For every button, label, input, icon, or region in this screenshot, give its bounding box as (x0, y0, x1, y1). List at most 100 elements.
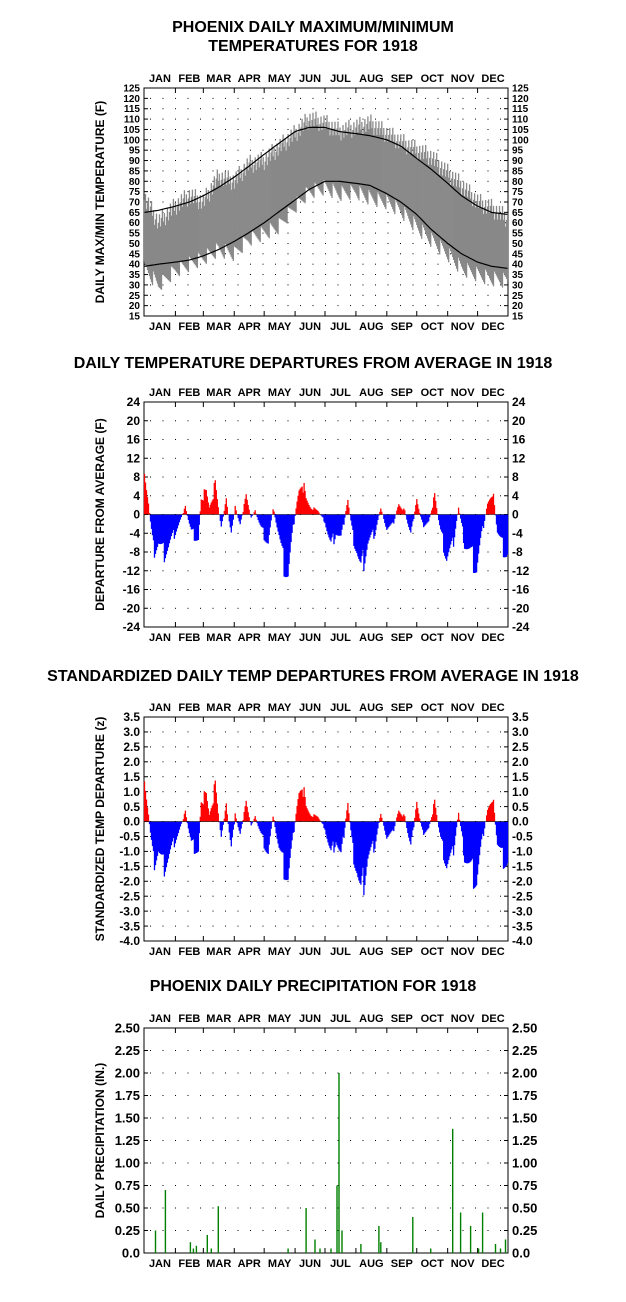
chart1-ytick-label-left: 15 (129, 312, 141, 323)
chart2-ytick-label-right: -20 (512, 601, 530, 615)
chart1-ytick-label-right: 30 (512, 280, 524, 291)
chart1-month-label-bottom: JUL (330, 321, 351, 333)
chart1-ytick-label-right: 65 (512, 208, 524, 219)
chart1-month-label-top: JAN (149, 73, 171, 85)
chart1-month-label-bottom: FEB (178, 321, 200, 333)
chart2-month-label-top: FEB (178, 387, 200, 399)
chart2-ytick-label-left: -20 (123, 601, 141, 615)
chart1-month-label-bottom: NOV (451, 321, 476, 333)
chart3-ytick-label-right: -4.0 (512, 934, 533, 948)
chart1-month-label-top: JUN (299, 73, 321, 85)
chart1-normal-max-line (144, 126, 508, 215)
chart4-month-label-top: JAN (149, 1013, 171, 1025)
chart1-month-label-bottom: MAR (206, 321, 231, 333)
chart2-month-label-top: JUN (299, 387, 321, 399)
chart3-month-label-top: OCT (421, 702, 445, 714)
chart1-ytick-label-right: 35 (512, 270, 524, 281)
chart2-ytick-label-left: 8 (133, 470, 140, 484)
chart3-ytick-label-right: -2.5 (512, 889, 533, 903)
chart4-month-label-bottom: JUN (299, 1258, 321, 1270)
chart2-ytick-label-left: 20 (127, 414, 141, 428)
chart2-month-label-top: JAN (149, 387, 171, 399)
chart2-month-label-top: DEC (481, 387, 504, 399)
chart3-month-label-top: NOV (451, 702, 476, 714)
chart2-ytick-label-right: -24 (512, 620, 530, 634)
chart3-ytick-label-left: -2.0 (119, 874, 140, 888)
chart2-month-label-top: APR (238, 387, 261, 399)
chart2-ytick-label-right: 20 (512, 414, 526, 428)
chart1-ytick-label-right: 125 (512, 84, 529, 95)
chart3-ytick-label-right: 2.0 (512, 755, 529, 769)
chart4-ytick-label-right: 0.50 (512, 1201, 537, 1216)
chart3-ytick-label-right: -3.0 (512, 904, 533, 918)
chart4-month-label-top: JUN (299, 1013, 321, 1025)
chart4-bars (154, 1073, 507, 1253)
chart1-month-label-bottom: JAN (149, 321, 171, 333)
chart4-month-label-bottom: FEB (178, 1258, 200, 1270)
departure-chart: -24 -24 -20 -20 -16 -16 -12 -12 -8 -8 -4 -4 0 0 4 4 8 8 12… (93, 387, 530, 644)
chart3-month-label-top: JAN (149, 702, 171, 714)
chart3-ytick-label-right: 1.0 (512, 785, 529, 799)
chart4-ytick-label-right: 0.25 (512, 1223, 537, 1238)
chart2-month-label-bottom: AUG (359, 632, 383, 644)
chart3-ytick-label-right: 1.5 (512, 770, 529, 784)
chart4-month-label-bottom: DEC (481, 1258, 504, 1270)
chart1-ytick-label-left: 110 (124, 115, 141, 126)
chart1-month-label-bottom: APR (238, 321, 261, 333)
chart3-month-label-bottom: SEP (391, 946, 413, 958)
chart2-ytick-label-left: 4 (133, 489, 140, 503)
chart3-ytick-label-left: -0.5 (119, 830, 140, 844)
chart1-ytick-label-right: 25 (512, 291, 524, 302)
chart1-ytick-label-right: 95 (512, 146, 524, 157)
chart1-month-label-bottom: JUN (299, 321, 321, 333)
chart3-ytick-label-left: 1.5 (123, 770, 140, 784)
chart3-ytick-label-left: 1.0 (123, 785, 140, 799)
chart1-observed-band (143, 111, 509, 290)
chart3-ytick-label-right: 0.0 (512, 815, 529, 829)
chart3-ytick-label-right: -0.5 (512, 830, 533, 844)
chart1-ytick-label-right: 55 (512, 229, 524, 240)
chart4-ytick-label-right: 0.75 (512, 1178, 537, 1193)
chart3-ytick-label-right: 3.5 (512, 710, 529, 724)
chart3-month-label-top: MAR (206, 702, 231, 714)
chart1-ytick-label-left: 115 (124, 104, 141, 115)
chart3-ytick-label-left: 2.0 (123, 755, 140, 769)
chart1-title-line2: TEMPERATURES FOR 1918 (208, 38, 418, 55)
chart1-month-label-bottom: MAY (268, 321, 292, 333)
chart4-ylabel: DAILY PRECIPITATION (IN.) (93, 1063, 107, 1219)
chart1-month-label-bottom: AUG (359, 321, 383, 333)
chart1-month-label-top: SEP (391, 73, 413, 85)
chart4-month-label-bottom: OCT (421, 1258, 445, 1270)
chart3-month-label-top: FEB (178, 702, 200, 714)
chart1-ytick-label-left: 25 (129, 291, 141, 302)
chart2-ytick-label-left: 0 (133, 508, 140, 522)
chart1-ytick-label-right: 120 (512, 94, 529, 105)
chart4-month-label-bottom: APR (238, 1258, 261, 1270)
chart3-ytick-label-right: -3.5 (512, 919, 533, 933)
chart2-ytick-label-left: 12 (127, 451, 141, 465)
chart3-ytick-label-left: -3.0 (119, 904, 140, 918)
chart3-month-label-top: MAY (268, 702, 292, 714)
chart1-month-label-top: OCT (421, 73, 445, 85)
chart2-ytick-label-left: 16 (127, 433, 141, 447)
chart2-month-label-bottom: MAY (268, 632, 292, 644)
chart4-ytick-label-left: 1.25 (115, 1133, 140, 1148)
chart2-ytick-label-left: -16 (123, 583, 141, 597)
chart3-ytick-label-left: 0.5 (123, 800, 140, 814)
chart1-month-label-top: JUL (330, 73, 351, 85)
chart4-ytick-label-left: 0.25 (115, 1223, 140, 1238)
chart2-grid (150, 420, 501, 609)
chart3-ytick-label-right: -1.0 (512, 845, 533, 859)
chart1-ytick-label-right: 110 (512, 115, 529, 126)
chart1-ytick-label-left: 20 (129, 301, 141, 312)
chart2-month-label-bottom: DEC (481, 632, 504, 644)
chart1-title-line1: PHOENIX DAILY MAXIMUM/MINIMUM (172, 19, 454, 36)
chart4-ytick-label-right: 1.00 (512, 1156, 537, 1171)
chart1-ytick-label-left: 65 (129, 208, 141, 219)
chart1-ytick-label-right: 75 (512, 187, 524, 198)
chart4-ytick-label-right: 2.25 (512, 1043, 537, 1058)
chart2-month-label-bottom: JAN (149, 632, 171, 644)
chart3-month-label-bottom: MAR (206, 946, 231, 958)
chart1-ytick-label-right: 20 (512, 301, 524, 312)
